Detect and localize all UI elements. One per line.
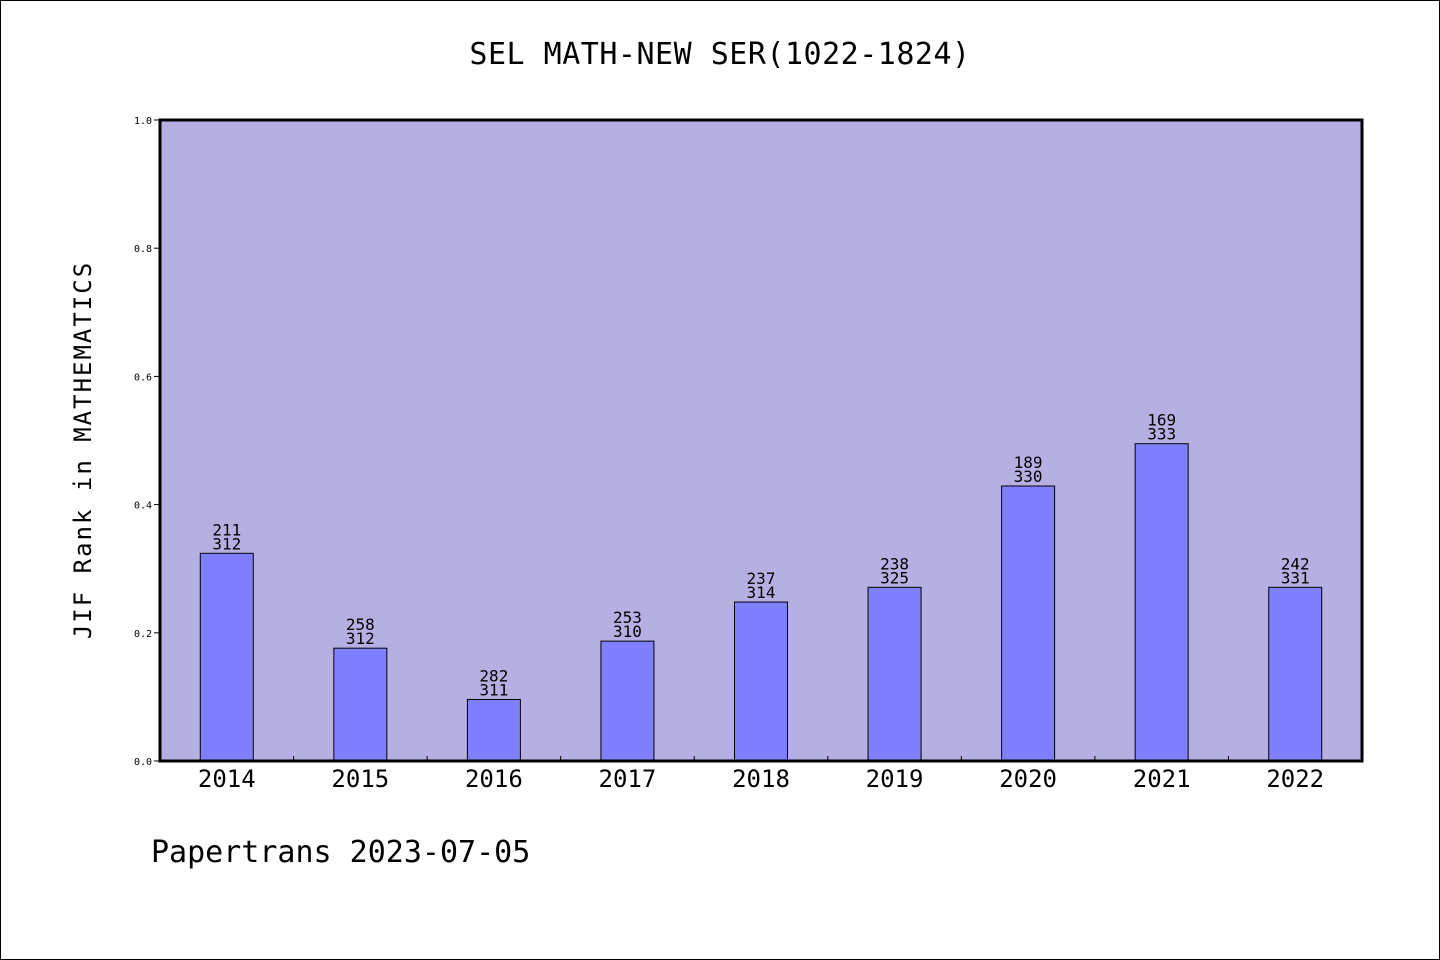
y-tick-label: 0.6 [134, 372, 152, 383]
bar-label-total: 312 [212, 534, 241, 553]
bar-label-total: 325 [880, 568, 909, 587]
bar-label-total: 312 [346, 629, 375, 648]
bar-label-total: 331 [1281, 568, 1310, 587]
bar-label-rank: 189 [1014, 453, 1043, 472]
x-tick-label: 2016 [465, 765, 523, 793]
x-tick-label: 2021 [1133, 765, 1191, 793]
bar [466, 698, 521, 762]
bar-label-rank: 242 [1281, 554, 1310, 573]
bar-label-rank: 211 [212, 520, 241, 539]
footer-credit: Papertrans 2023-07-05 [151, 835, 531, 870]
bar [199, 552, 254, 762]
bar-label-rank: 282 [479, 666, 508, 685]
x-tick-label: 2014 [198, 765, 256, 793]
bar-label-rank: 238 [880, 554, 909, 573]
bar-label-rank: 258 [346, 615, 375, 634]
x-tick-label: 2018 [732, 765, 790, 793]
bar [867, 586, 922, 762]
x-tick-label: 2017 [599, 765, 657, 793]
bar [734, 601, 788, 762]
y-tick-label: 0.0 [134, 757, 152, 768]
bar [600, 640, 655, 762]
chart-marks: 0.00.20.40.60.81.02113122014258312201528… [134, 116, 1324, 793]
chart-title: SEL MATH-NEW SER(1022-1824) [469, 37, 971, 72]
x-tick-label: 2019 [866, 765, 924, 793]
bar-label-total: 333 [1147, 425, 1176, 444]
bar [1001, 485, 1056, 762]
bar [333, 647, 388, 762]
x-tick-label: 2022 [1266, 765, 1324, 793]
bar-label-total: 314 [747, 583, 776, 602]
y-tick-label: 0.4 [134, 501, 152, 512]
bar-label-rank: 253 [613, 608, 642, 627]
bar-label-rank: 237 [747, 569, 776, 588]
bar [1268, 586, 1323, 762]
bar-label-total: 311 [479, 680, 508, 699]
x-tick-label: 2015 [331, 765, 389, 793]
bar-label-rank: 169 [1147, 411, 1176, 430]
y-tick-label: 0.2 [134, 629, 152, 640]
bar-label-total: 310 [613, 622, 642, 641]
y-tick-label: 1.0 [134, 116, 152, 127]
y-tick-label: 0.8 [134, 244, 152, 255]
bar [1134, 443, 1189, 762]
x-tick-label: 2020 [999, 765, 1057, 793]
bar-label-total: 330 [1014, 467, 1043, 486]
plot-border [158, 118, 1364, 763]
